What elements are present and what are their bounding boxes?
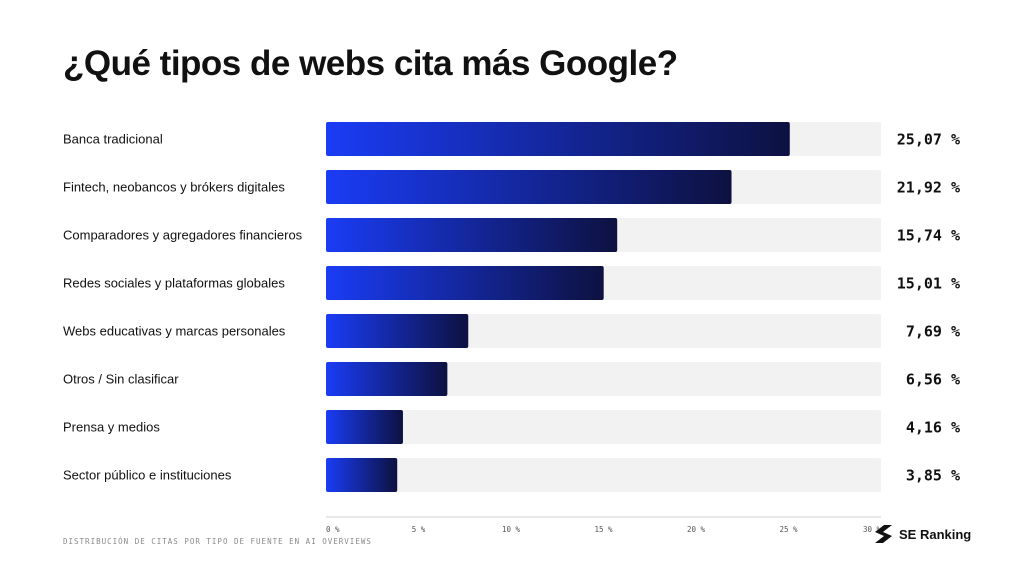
value-label: 3,85 % [906, 467, 960, 485]
bar-track [326, 362, 881, 396]
category-label: Otros / Sin clasificar [63, 372, 179, 387]
bars-group: Banca tradicional 25,07 % Fintech, neobanc… [63, 122, 960, 492]
x-tick-label: 5 % [412, 525, 426, 534]
chart-footnote: DISTRIBUCIÓN DE CITAS POR TIPO DE FUENTE… [63, 537, 372, 546]
category-label: Webs educativas y marcas personales [63, 324, 286, 339]
bar [326, 410, 403, 444]
value-label: 15,74 % [897, 227, 960, 245]
category-label: Fintech, neobancos y brókers digitales [63, 180, 285, 195]
x-tick-label: 10 % [502, 525, 521, 534]
brand-logo: SE Ranking [874, 524, 971, 544]
bar [326, 458, 398, 492]
brand-name: SE Ranking [899, 526, 972, 542]
value-label: 25,07 % [897, 131, 960, 149]
value-label: 7,69 % [906, 323, 960, 341]
x-tick-label: 20 % [687, 525, 706, 534]
x-tick-label: 25 % [779, 525, 798, 534]
value-label: 4,16 % [906, 419, 960, 437]
bar-track [326, 458, 881, 492]
bar [326, 266, 604, 300]
page-title: ¿Qué tipos de webs cita más Google? [63, 44, 678, 83]
x-tick-label: 30 % [863, 525, 882, 534]
value-label: 6,56 % [906, 371, 960, 389]
category-label: Redes sociales y plataformas globales [63, 276, 285, 291]
bar [326, 218, 618, 252]
x-tick-label: 0 % [326, 525, 340, 534]
category-label: Prensa y medios [63, 420, 160, 435]
bar-track [326, 410, 881, 444]
value-label: 21,92 % [897, 179, 960, 197]
x-axis: 0 % 5 % 10 % 15 % 20 % 25 % 30 % [326, 516, 882, 534]
category-label: Banca tradicional [63, 132, 163, 147]
bar [326, 362, 448, 396]
bar [326, 170, 732, 204]
category-label: Sector público e instituciones [63, 468, 232, 483]
value-label: 15,01 % [897, 275, 960, 293]
x-tick-label: 15 % [594, 525, 613, 534]
bar [326, 122, 790, 156]
category-label: Comparadores y agregadores financieros [63, 228, 303, 243]
se-ranking-logo-icon [875, 525, 892, 543]
bar [326, 314, 469, 348]
